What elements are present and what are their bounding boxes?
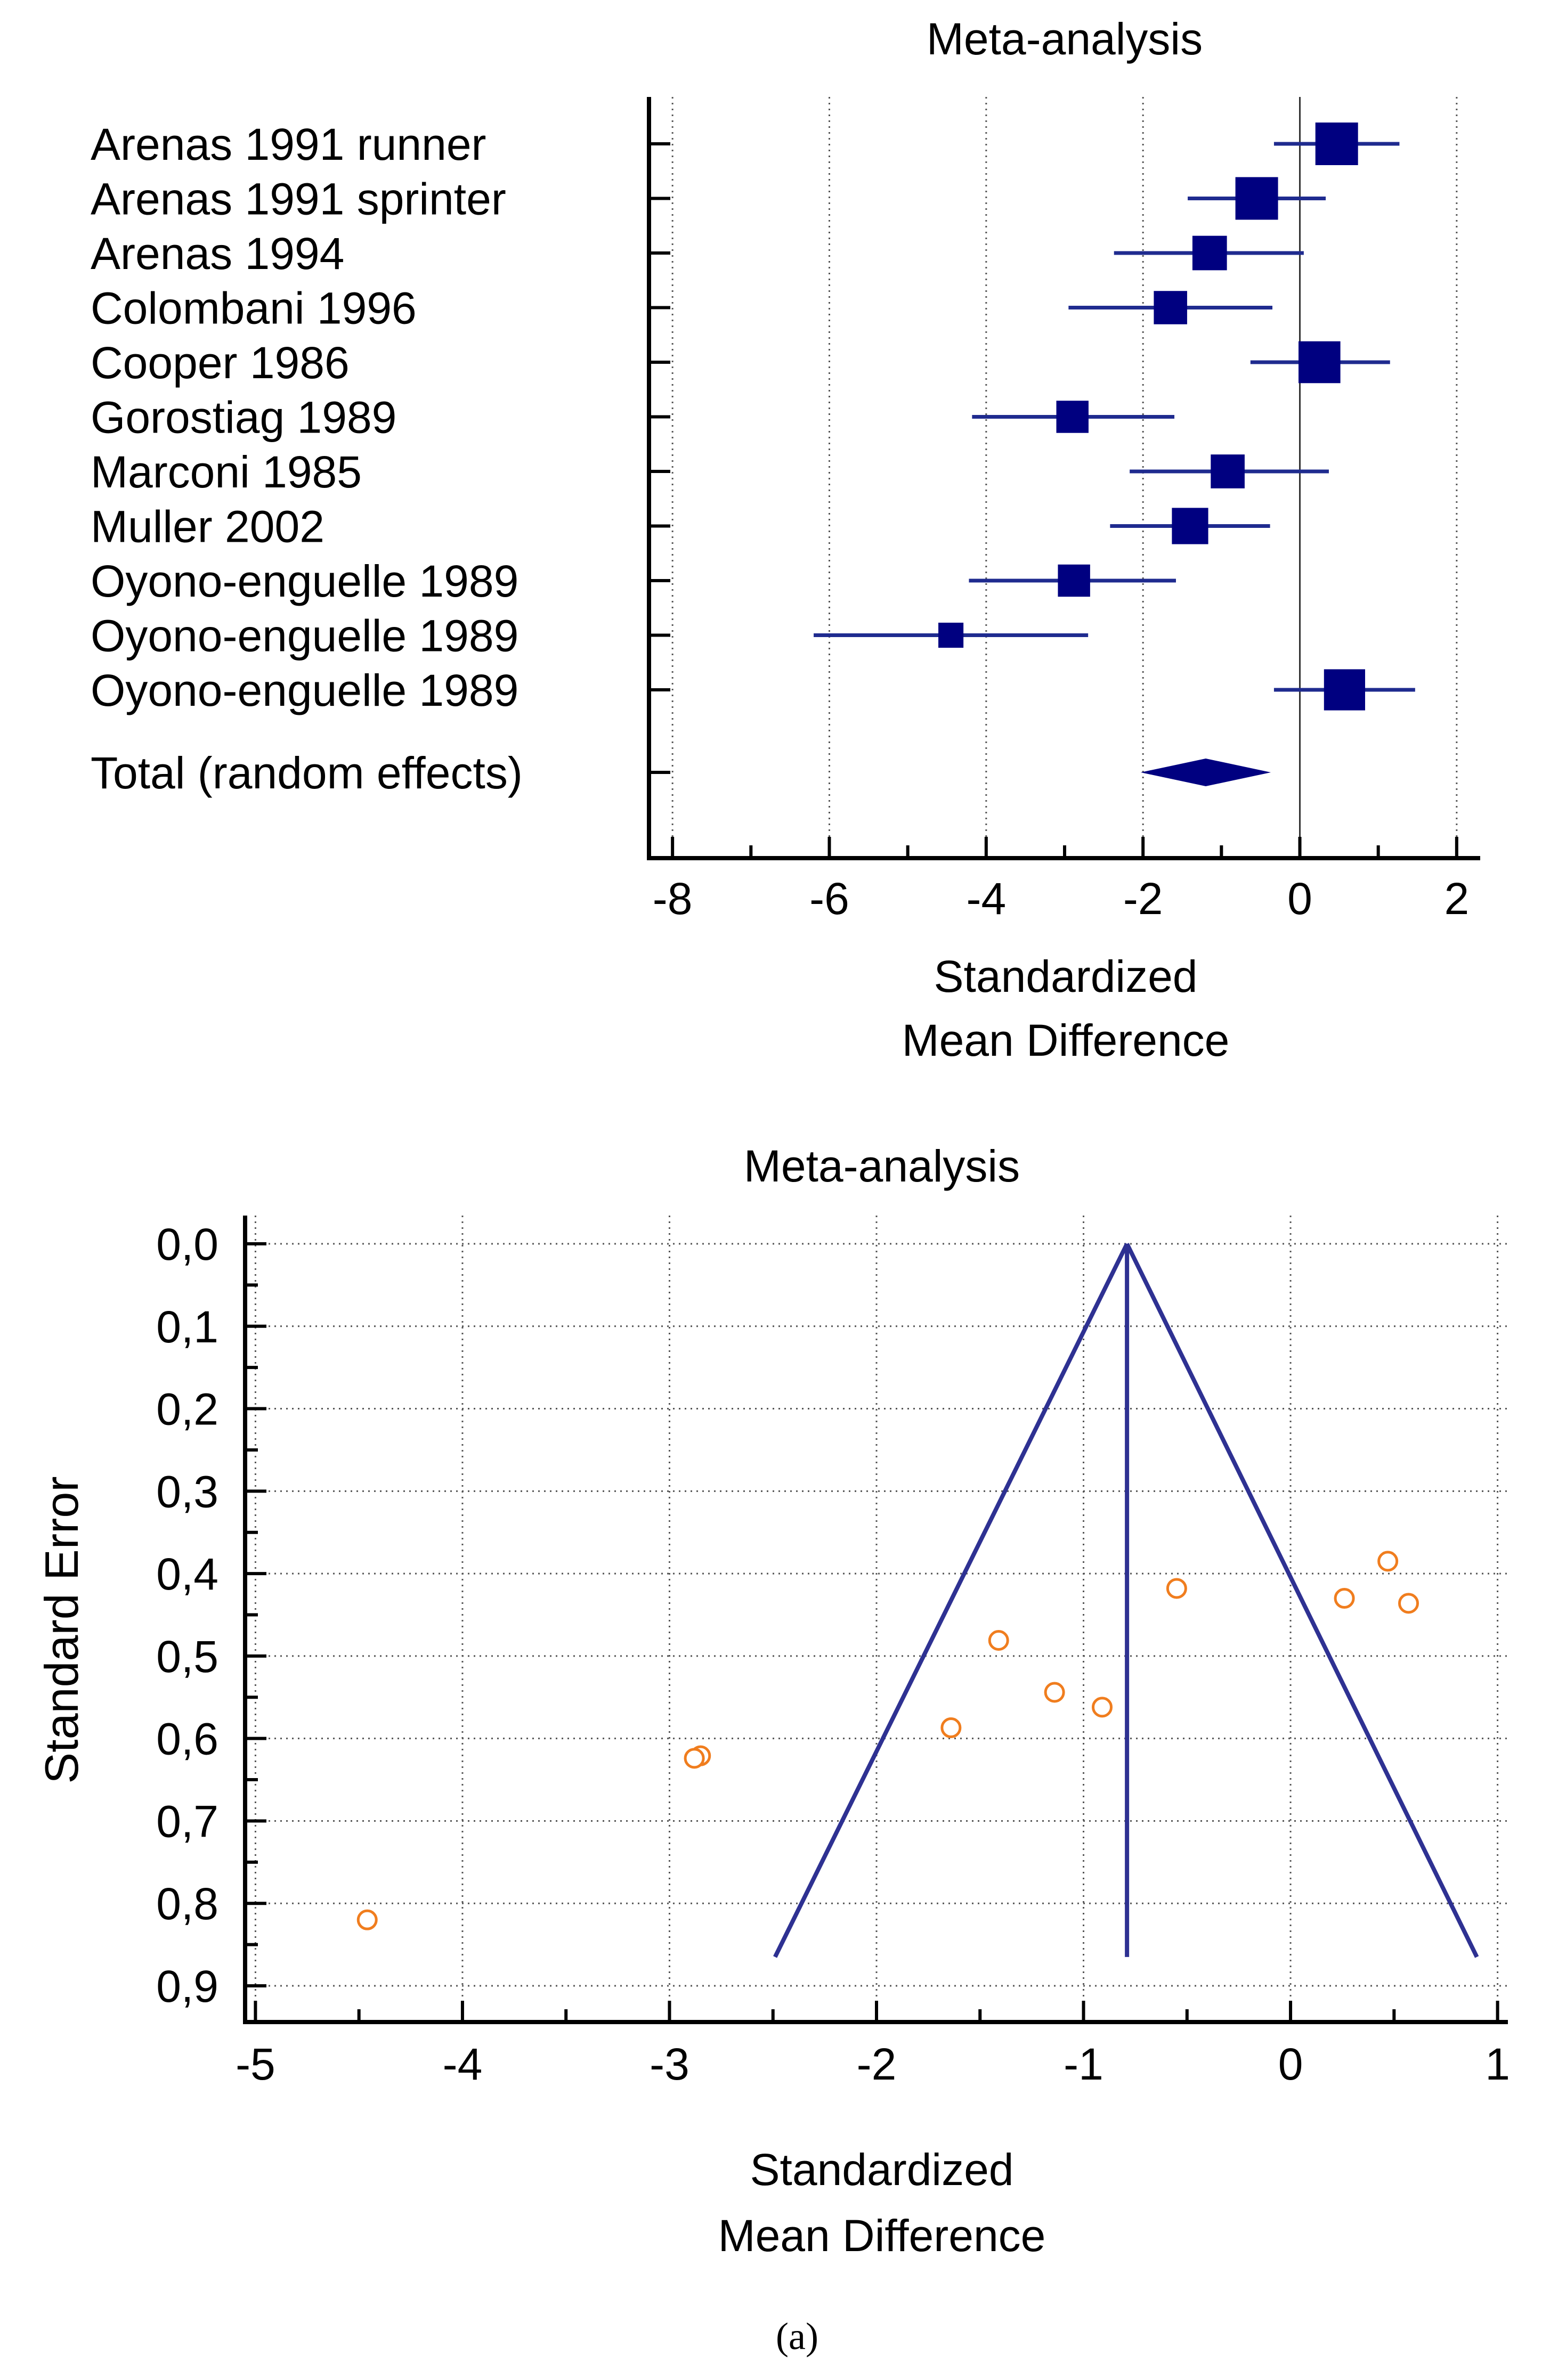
- funnel-study-point: [1334, 1588, 1355, 1609]
- figure-caption: (a): [776, 2315, 818, 2358]
- funnel-study-point: [940, 1717, 962, 1739]
- forest-study-label: Arenas 1991 sprinter: [91, 174, 506, 224]
- forest-effect-square: [1154, 291, 1187, 324]
- forest-marks: [814, 123, 1415, 786]
- forest-effect-square: [1192, 235, 1227, 271]
- funnel-study-point: [1377, 1551, 1399, 1572]
- funnel-x-tick-label: -2: [857, 2039, 897, 2089]
- forest-study-label: Gorostiag 1989: [91, 393, 396, 443]
- funnel-x-tick-label: 1: [1485, 2039, 1510, 2089]
- funnel-study-point: [1398, 1593, 1419, 1614]
- funnel-y-tick-label: 0,2: [156, 1384, 218, 1434]
- forest-study-label: Oyono-enguelle 1989: [91, 611, 518, 661]
- funnel-x-tick-label: -1: [1064, 2039, 1103, 2089]
- funnel-y-tick-label: 0,6: [156, 1714, 218, 1764]
- forest-effect-square: [1211, 454, 1245, 488]
- funnel-right-boundary: [1125, 1243, 1479, 1958]
- funnel-y-tick-label: 0,7: [156, 1796, 218, 1846]
- funnel-grid: [245, 1216, 1508, 2022]
- funnel-lines: [773, 1243, 1479, 1958]
- funnel-ylabel: Standard Error: [35, 1476, 88, 1783]
- funnel-study-point: [1091, 1697, 1113, 1718]
- forest-grid: [671, 97, 1458, 858]
- funnel-study-point: [356, 1909, 378, 1930]
- forest-total-diamond: [1140, 759, 1271, 786]
- forest-plot-title: Meta-analysis: [927, 14, 1203, 64]
- funnel-plot-title: Meta-analysis: [744, 1141, 1020, 1191]
- funnel-xlabel-line2: Mean Difference: [718, 2211, 1046, 2261]
- forest-effect-square: [1172, 508, 1208, 544]
- forest-study-label: Muller 2002: [91, 502, 324, 552]
- forest-xlabel-line2: Mean Difference: [902, 1015, 1230, 1065]
- forest-study-label: Oyono-enguelle 1989: [91, 665, 518, 715]
- forest-x-tick-label: -2: [1123, 874, 1163, 924]
- funnel-left-boundary: [773, 1243, 1129, 1958]
- forest-study-label: Arenas 1994: [91, 229, 344, 279]
- forest-x-tick-label: -8: [653, 874, 693, 924]
- forest-study-label: Colombani 1996: [91, 283, 417, 333]
- forest-x-tick-label: 0: [1287, 874, 1312, 924]
- funnel-y-tick-label: 0,4: [156, 1549, 218, 1599]
- forest-effect-square: [1315, 123, 1358, 165]
- funnel-study-point: [684, 1748, 705, 1769]
- funnel-y-tick-label: 0,1: [156, 1302, 218, 1352]
- forest-study-label: Arenas 1991 runner: [91, 119, 486, 169]
- funnel-y-tick-label: 0,9: [156, 1961, 218, 2011]
- funnel-x-tick-label: 0: [1278, 2039, 1303, 2089]
- funnel-study-point: [1166, 1578, 1187, 1599]
- funnel-x-tick-label: -3: [650, 2039, 689, 2089]
- forest-effect-square: [938, 622, 964, 648]
- forest-effect-square: [1235, 177, 1278, 220]
- funnel-plot: Meta-analysis -5 -4 -3 -2 -1 0 1 0,0 0,1 0,2 0,3 0,…: [35, 1141, 1510, 2261]
- forest-x-tick-label: 2: [1444, 874, 1469, 924]
- forest-x-tick-label: -6: [809, 874, 849, 924]
- forest-effect-square: [1058, 564, 1090, 597]
- funnel-study-point: [1044, 1682, 1065, 1703]
- forest-effect-square: [1056, 401, 1089, 433]
- forest-study-label: Oyono-enguelle 1989: [91, 556, 518, 606]
- funnel-xlabel-line1: Standardized: [750, 2145, 1013, 2195]
- funnel-study-point: [988, 1629, 1009, 1651]
- funnel-y-tick-label: 0,0: [156, 1219, 218, 1269]
- funnel-x-tick-label: -5: [236, 2039, 275, 2089]
- funnel-y-tick-label: 0,5: [156, 1632, 218, 1682]
- funnel-y-tick-label: 0,8: [156, 1879, 218, 1929]
- funnel-x-tick-label: -4: [443, 2039, 483, 2089]
- forest-axis: -8 -6 -4 -2 0 2: [647, 97, 1480, 924]
- forest-total-label: Total (random effects): [91, 748, 523, 798]
- funnel-y-tick-label: 0,3: [156, 1466, 218, 1517]
- funnel-axis: -5 -4 -3 -2 -1 0 1 0,0 0,1 0,2 0,3 0,4 0,5 0,6 0,7 0,8 0…: [156, 1216, 1510, 2089]
- forest-x-tick-label: -4: [966, 874, 1006, 924]
- forest-xlabel-line1: Standardized: [934, 951, 1197, 1001]
- forest-study-label: Marconi 1985: [91, 447, 362, 497]
- forest-study-label: Cooper 1986: [91, 338, 350, 388]
- forest-effect-square: [1299, 341, 1341, 384]
- forest-effect-square: [1324, 669, 1365, 711]
- funnel-points: [356, 1551, 1419, 1930]
